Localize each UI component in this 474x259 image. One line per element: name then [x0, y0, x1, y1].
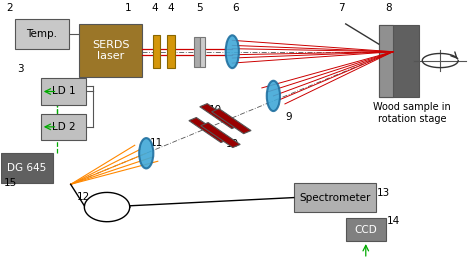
Text: 4: 4 [167, 3, 174, 12]
FancyBboxPatch shape [379, 25, 393, 97]
Text: LD 1: LD 1 [52, 87, 75, 97]
Polygon shape [189, 118, 228, 142]
Text: 8: 8 [385, 3, 392, 12]
Text: 15: 15 [3, 178, 17, 188]
Ellipse shape [226, 35, 239, 68]
Text: 7: 7 [337, 3, 344, 12]
FancyBboxPatch shape [167, 35, 174, 68]
Text: 13: 13 [377, 188, 390, 198]
FancyBboxPatch shape [379, 25, 419, 97]
FancyBboxPatch shape [294, 183, 376, 212]
Text: 1: 1 [125, 3, 132, 12]
Text: 9: 9 [286, 112, 292, 123]
Text: Spectrometer: Spectrometer [300, 193, 371, 203]
FancyBboxPatch shape [41, 78, 86, 105]
Text: LD 2: LD 2 [52, 122, 75, 132]
FancyBboxPatch shape [194, 37, 200, 67]
Text: Temp.: Temp. [27, 29, 57, 39]
FancyBboxPatch shape [200, 37, 205, 67]
FancyBboxPatch shape [0, 153, 53, 183]
Text: SERDS
laser: SERDS laser [92, 40, 129, 61]
FancyBboxPatch shape [41, 114, 86, 140]
Text: CCD: CCD [355, 225, 377, 235]
Text: 3: 3 [17, 64, 24, 74]
FancyBboxPatch shape [15, 19, 69, 49]
Polygon shape [211, 109, 251, 134]
Ellipse shape [139, 138, 154, 168]
Text: 4: 4 [151, 3, 158, 12]
Text: 6: 6 [232, 3, 238, 12]
Text: 10: 10 [226, 139, 239, 149]
Text: 10: 10 [209, 105, 222, 115]
Polygon shape [201, 123, 240, 148]
Text: 11: 11 [150, 138, 163, 148]
Text: DG 645: DG 645 [7, 163, 46, 173]
FancyBboxPatch shape [79, 24, 143, 77]
FancyBboxPatch shape [153, 35, 160, 68]
Text: 2: 2 [6, 3, 12, 12]
Polygon shape [200, 104, 239, 129]
Text: 5: 5 [196, 3, 202, 12]
Text: 14: 14 [386, 216, 400, 226]
Ellipse shape [267, 81, 280, 111]
FancyBboxPatch shape [346, 218, 386, 241]
Text: Wood sample in
rotation stage: Wood sample in rotation stage [373, 102, 451, 124]
Text: 12: 12 [77, 192, 90, 202]
